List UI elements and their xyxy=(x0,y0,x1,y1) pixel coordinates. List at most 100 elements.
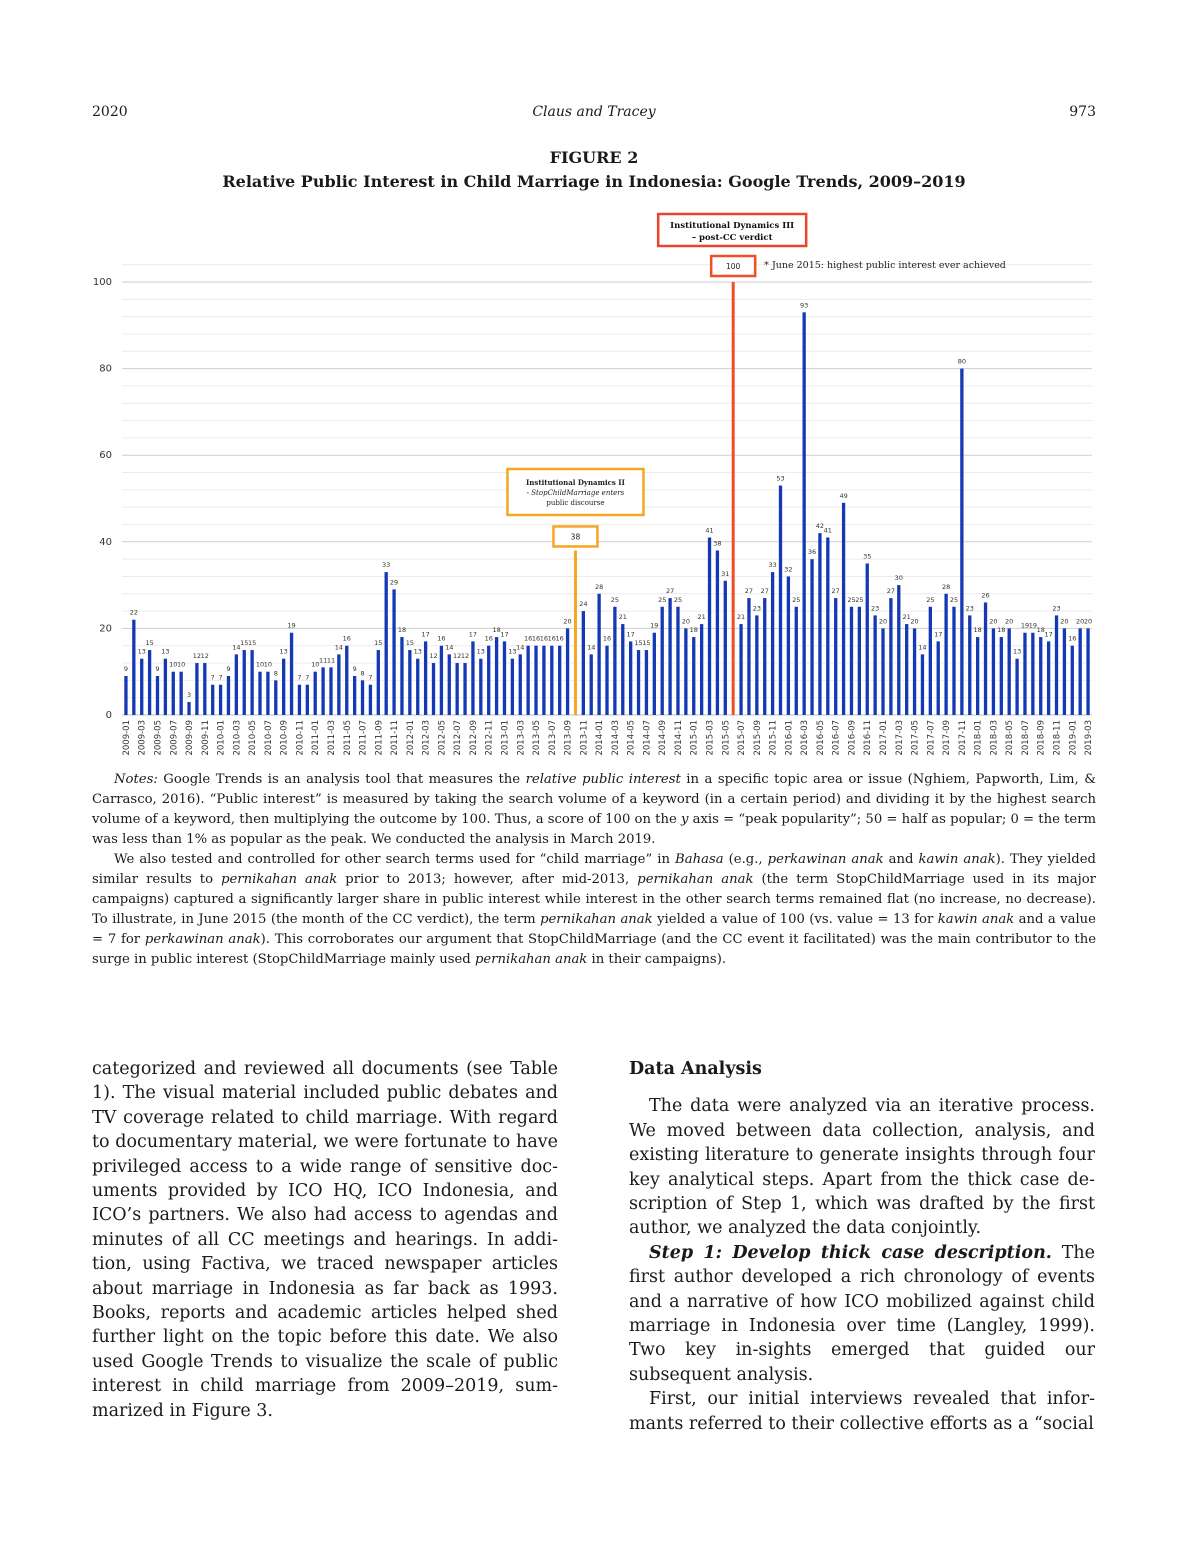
bar-2012-09 xyxy=(471,641,475,715)
x-tick-label: 2012-03 xyxy=(422,720,432,756)
google-trends-bar-chart: 0 20 40 60 80 100 9 2009-01 22 13 2009-03 15 9 2009-0… xyxy=(93,212,1094,756)
data-label-2019-01: 16 xyxy=(1068,635,1076,643)
data-label-2014-01: 28 xyxy=(595,583,603,591)
data-label-2011-03: 11 xyxy=(327,656,335,664)
left-column: categorized and reviewed all documents (… xyxy=(92,1057,558,1423)
header-page-number: 973 xyxy=(1069,104,1096,120)
bar-2009-06 xyxy=(163,658,168,715)
bar-2009-02 xyxy=(132,619,136,715)
data-label-2012-07: 12 xyxy=(453,652,461,660)
data-label-2018-12: 20 xyxy=(1060,617,1068,625)
bar-2010-01 xyxy=(218,684,223,715)
data-label-2012-02: 13 xyxy=(414,648,422,656)
bar-2018-08 xyxy=(1031,632,1035,715)
data-label-2018-01: 18 xyxy=(974,626,982,634)
data-label-2016-08: 49 xyxy=(839,492,847,500)
x-tick-label: 2014-01 xyxy=(595,720,605,756)
bar-2017-10 xyxy=(952,606,956,715)
bar-2016-07 xyxy=(834,598,838,715)
x-tick-label: 2014-09 xyxy=(658,720,668,756)
bar-2017-02 xyxy=(889,598,893,715)
bar-2014-10 xyxy=(668,598,672,715)
x-tick-label: 2018-11 xyxy=(1053,720,1063,756)
bar-2018-04 xyxy=(999,637,1003,715)
data-label-2016-04: 36 xyxy=(808,548,816,556)
data-label-2012-12: 18 xyxy=(492,626,500,634)
left-column-paragraph: categorized and reviewed all documents (… xyxy=(92,1059,558,1421)
bar-2015-09 xyxy=(755,615,759,715)
data-label-2010-04: 15 xyxy=(240,639,248,647)
data-label-2010-03: 14 xyxy=(232,643,240,651)
x-tick-label: 2016-01 xyxy=(784,720,794,756)
data-label-2014-03: 25 xyxy=(611,596,619,604)
data-label-2009-05: 9 xyxy=(155,665,159,673)
header-authors: Claus and Tracey xyxy=(532,104,656,120)
data-label-2013-07: 16 xyxy=(548,635,556,643)
x-tick-label: 2011-11 xyxy=(390,720,400,756)
bar-2011-03 xyxy=(329,667,333,715)
data-label-2016-01: 32 xyxy=(784,565,792,573)
data-label-2010-01: 7 xyxy=(219,674,223,682)
bar-2011-01 xyxy=(313,671,317,715)
data-label-2017-07: 25 xyxy=(926,596,934,604)
bar-2010-07 xyxy=(266,671,270,715)
x-tick-label: 2012-07 xyxy=(453,720,463,756)
x-tick-label: 2018-07 xyxy=(1021,720,1031,756)
data-label-2010-02: 9 xyxy=(226,665,230,673)
bar-2009-10 xyxy=(195,663,199,715)
bar-2011-08 xyxy=(368,684,373,715)
bar-2013-07 xyxy=(550,645,554,715)
bar-2016-11 xyxy=(865,563,869,715)
right-column-paragraph-2: Step 1: Develop thick case description. … xyxy=(629,1241,1095,1387)
bar-2018-05 xyxy=(1007,628,1011,715)
x-tick-label: 2013-07 xyxy=(548,720,558,756)
bar-2013-12 xyxy=(589,654,593,715)
data-label-2012-10: 13 xyxy=(477,648,485,656)
bar-2015-02 xyxy=(699,624,704,715)
bar-2014-03 xyxy=(613,606,617,715)
data-label-2009-03: 13 xyxy=(138,648,146,656)
x-tick-label: 2015-11 xyxy=(769,720,779,756)
data-label-2016-03: 93 xyxy=(800,301,808,309)
bar-2012-03 xyxy=(423,641,428,715)
data-label-2011-04: 14 xyxy=(335,643,343,651)
x-tick-label: 2011-01 xyxy=(311,720,321,756)
data-label-2015-08: 27 xyxy=(745,587,753,595)
bar-2009-09 xyxy=(187,702,191,715)
bar-2018-07 xyxy=(1023,632,1027,715)
highlight-label-2013-10: 38 xyxy=(571,532,581,541)
data-label-2010-06: 10 xyxy=(256,661,264,669)
y-tick-label: 60 xyxy=(99,450,112,461)
bar-2016-09 xyxy=(849,606,854,715)
x-tick-label: 2016-03 xyxy=(800,720,810,756)
x-tick-label: 2009-05 xyxy=(153,720,163,756)
bar-2018-11 xyxy=(1054,615,1059,715)
data-label-2018-11: 23 xyxy=(1052,604,1060,612)
x-tick-label: 2013-11 xyxy=(579,720,589,756)
data-label-2017-03: 30 xyxy=(895,574,903,582)
x-tick-label: 2015-03 xyxy=(706,720,716,756)
data-label-2016-02: 25 xyxy=(792,596,800,604)
data-label-2017-09: 28 xyxy=(942,583,950,591)
bar-2012-01 xyxy=(408,650,412,715)
data-label-2011-10: 33 xyxy=(382,561,390,569)
data-label-2015-05: 31 xyxy=(721,570,729,578)
data-label-2016-06: 41 xyxy=(824,526,832,534)
bar-2015-11 xyxy=(770,572,775,715)
data-label-2009-09: 3 xyxy=(187,691,191,699)
data-label-2015-09: 23 xyxy=(753,604,761,612)
x-tick-label: 2010-07 xyxy=(264,720,274,756)
bar-2015-04 xyxy=(715,550,720,715)
x-tick-label: 2018-01 xyxy=(974,720,984,756)
data-label-2016-12: 23 xyxy=(871,604,879,612)
bar-2014-06 xyxy=(636,650,641,715)
bar-2018-06 xyxy=(1015,658,1019,715)
x-tick-label: 2017-11 xyxy=(958,720,968,756)
data-label-2015-07: 21 xyxy=(737,613,745,621)
bar-2016-10 xyxy=(857,606,862,715)
bar-2010-02 xyxy=(226,676,231,715)
x-tick-label: 2009-07 xyxy=(169,720,179,756)
bar-2013-09 xyxy=(565,628,570,715)
bar-2017-12 xyxy=(968,615,972,715)
bar-2015-03 xyxy=(707,537,712,715)
